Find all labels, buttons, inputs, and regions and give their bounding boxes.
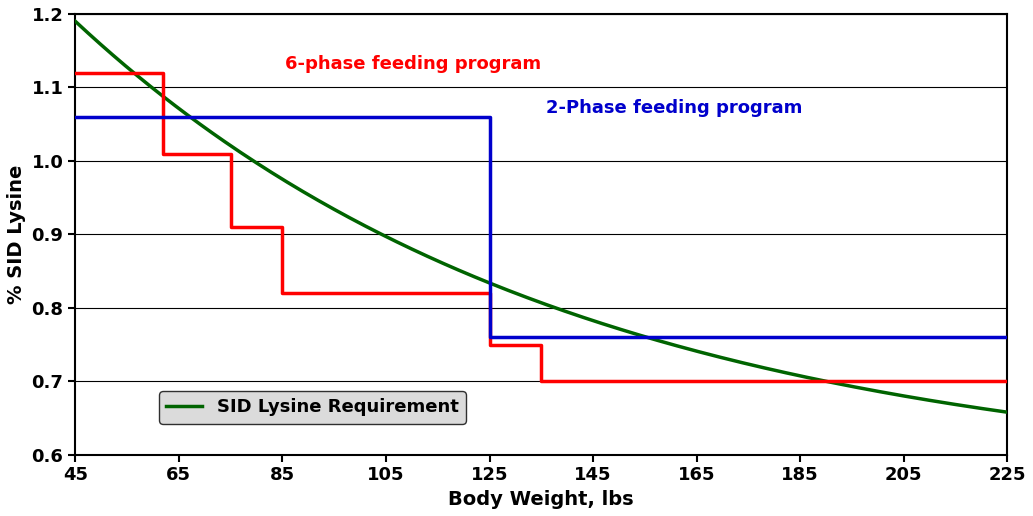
Text: 6-phase feeding program: 6-phase feeding program [285, 55, 541, 73]
Y-axis label: % SID Lysine: % SID Lysine [7, 165, 26, 304]
X-axis label: Body Weight, lbs: Body Weight, lbs [448, 490, 634, 509]
Legend: SID Lysine Requirement: SID Lysine Requirement [159, 391, 466, 424]
Text: 2-Phase feeding program: 2-Phase feeding program [546, 99, 803, 117]
